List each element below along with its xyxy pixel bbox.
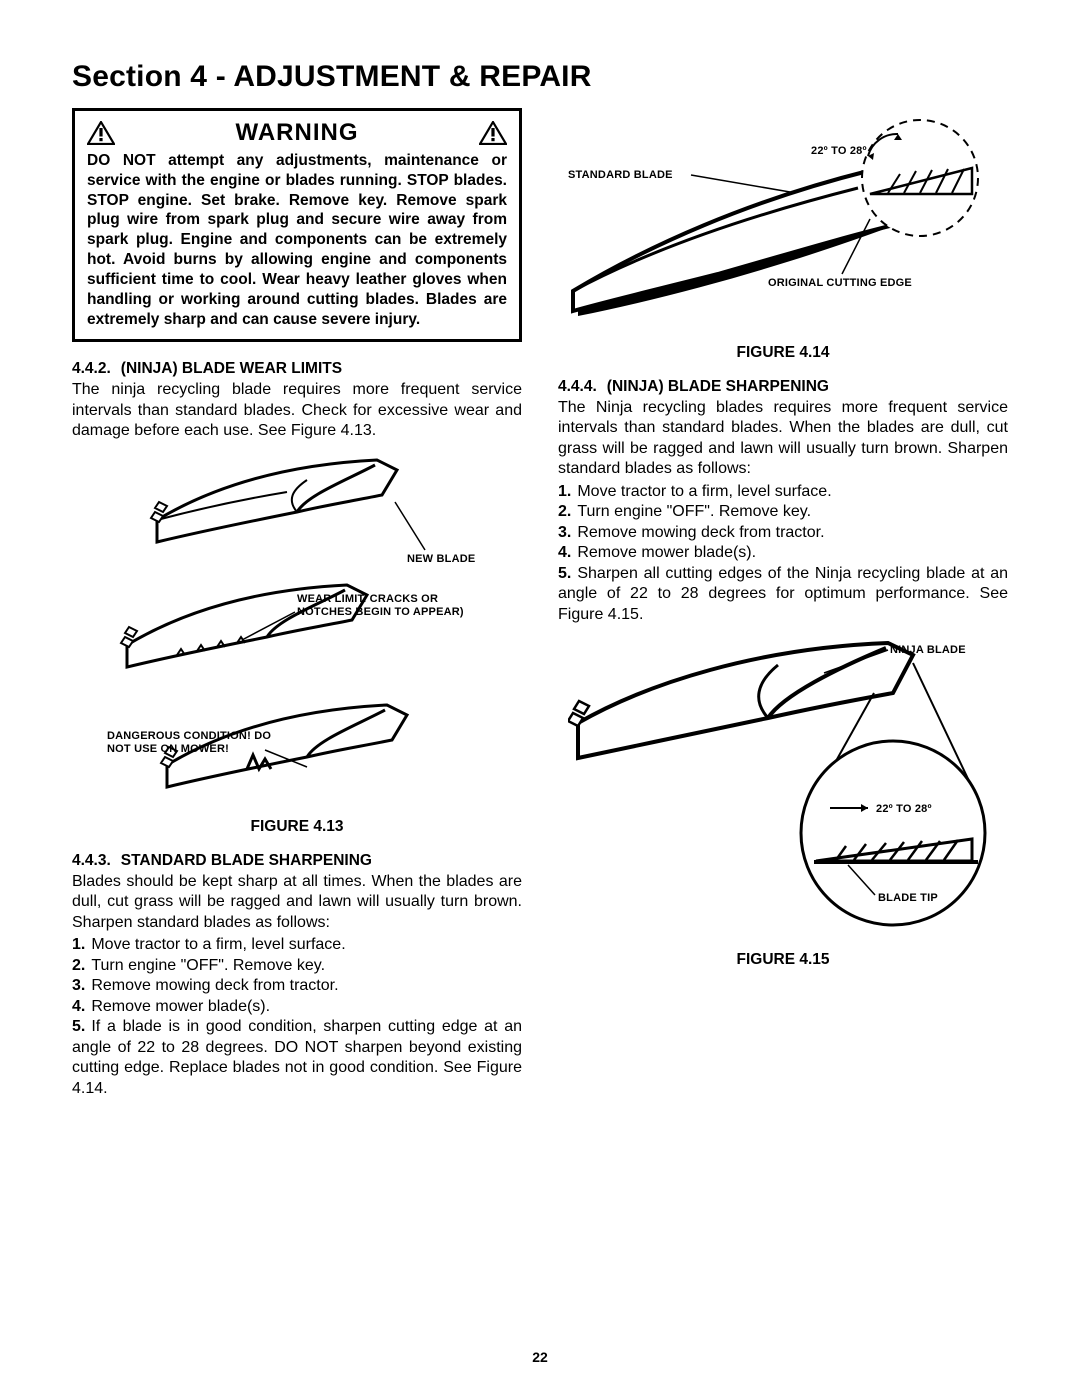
subheading-text: (NINJA) BLADE WEAR LIMITS	[121, 360, 342, 377]
subheading-444: 4.4.4. (NINJA) BLADE SHARPENING	[558, 378, 1008, 396]
warning-box: WARNING DO NOT attempt any adjustments, …	[72, 108, 522, 342]
fig414-label-angle: 22º TO 28º	[811, 145, 867, 157]
fig414-label-std: STANDARD BLADE	[568, 169, 673, 181]
list-item: 1.Move tractor to a firm, level surface.	[72, 935, 522, 955]
subheading-number: 4.4.3.	[72, 852, 111, 869]
warning-header: WARNING	[87, 119, 507, 147]
warning-triangle-icon	[87, 121, 115, 145]
paragraph: The Ninja recycling blades requires more…	[558, 398, 1008, 480]
fig414-label-edge: ORIGINAL CUTTING EDGE	[768, 277, 912, 289]
list-item: 5.If a blade is in good condition, sharp…	[72, 1017, 522, 1099]
figure-414: 22º TO 28º STANDARD BLADE ORIGINAL CUTTI…	[568, 116, 998, 336]
subheading-number: 4.4.2.	[72, 360, 111, 377]
figure-414-caption: FIGURE 4.14	[558, 344, 1008, 362]
subheading-443: 4.4.3. STANDARD BLADE SHARPENING	[72, 852, 522, 870]
fig415-label-ninja: NINJA BLADE	[890, 644, 966, 656]
fig413-label-new: NEW BLADE	[407, 553, 475, 565]
subheading-442: 4.4.2. (NINJA) BLADE WEAR LIMITS	[72, 360, 522, 378]
fig413-label-danger: DANGEROUS CONDITION! DO NOT USE ON MOWER…	[107, 730, 287, 755]
figure-413-caption: FIGURE 4.13	[72, 818, 522, 836]
body-443: Blades should be kept sharp at all times…	[72, 872, 522, 1099]
figure-413: NEW BLADE WEAR LIMIT. CRACKS OR NOTCHES …	[107, 450, 487, 810]
warning-title: WARNING	[236, 119, 359, 147]
subheading-text: (NINJA) BLADE SHARPENING	[607, 378, 829, 395]
left-column: WARNING DO NOT attempt any adjustments, …	[72, 108, 522, 1099]
step-list-444: 1.Move tractor to a firm, level surface.…	[558, 482, 1008, 625]
figure-415: NINJA BLADE 22º TO 28	[568, 633, 998, 943]
step-list-443: 1.Move tractor to a firm, level surface.…	[72, 935, 522, 1099]
two-column-layout: WARNING DO NOT attempt any adjustments, …	[72, 108, 1008, 1099]
paragraph: The ninja recycling blade requires more …	[72, 380, 522, 441]
fig415-label-angle: 22º TO 28º	[876, 803, 932, 815]
list-item: 5.Sharpen all cutting edges of the Ninja…	[558, 564, 1008, 625]
warning-triangle-icon	[479, 121, 507, 145]
list-item: 2.Turn engine "OFF". Remove key.	[72, 956, 522, 976]
page: Section 4 - ADJUSTMENT & REPAIR WARNING	[0, 0, 1080, 1397]
page-number: 22	[0, 1349, 1080, 1365]
list-item: 4.Remove mower blade(s).	[72, 997, 522, 1017]
warning-body: DO NOT attempt any adjustments, maintena…	[87, 151, 507, 329]
fig415-label-tip: BLADE TIP	[878, 892, 938, 904]
list-item: 3.Remove mowing deck from tractor.	[558, 523, 1008, 543]
list-item: 4.Remove mower blade(s).	[558, 543, 1008, 563]
section-title: Section 4 - ADJUSTMENT & REPAIR	[72, 60, 1008, 94]
paragraph: Blades should be kept sharp at all times…	[72, 872, 522, 933]
subheading-text: STANDARD BLADE SHARPENING	[121, 852, 372, 869]
figure-415-caption: FIGURE 4.15	[558, 951, 1008, 969]
list-item: 2.Turn engine "OFF". Remove key.	[558, 502, 1008, 522]
body-442: The ninja recycling blade requires more …	[72, 380, 522, 441]
body-444: The Ninja recycling blades requires more…	[558, 398, 1008, 625]
list-item: 3.Remove mowing deck from tractor.	[72, 976, 522, 996]
right-column: 22º TO 28º STANDARD BLADE ORIGINAL CUTTI…	[558, 108, 1008, 1099]
subheading-number: 4.4.4.	[558, 378, 597, 395]
fig413-label-wear: WEAR LIMIT. CRACKS OR NOTCHES BEGIN TO A…	[297, 593, 467, 618]
list-item: 1.Move tractor to a firm, level surface.	[558, 482, 1008, 502]
